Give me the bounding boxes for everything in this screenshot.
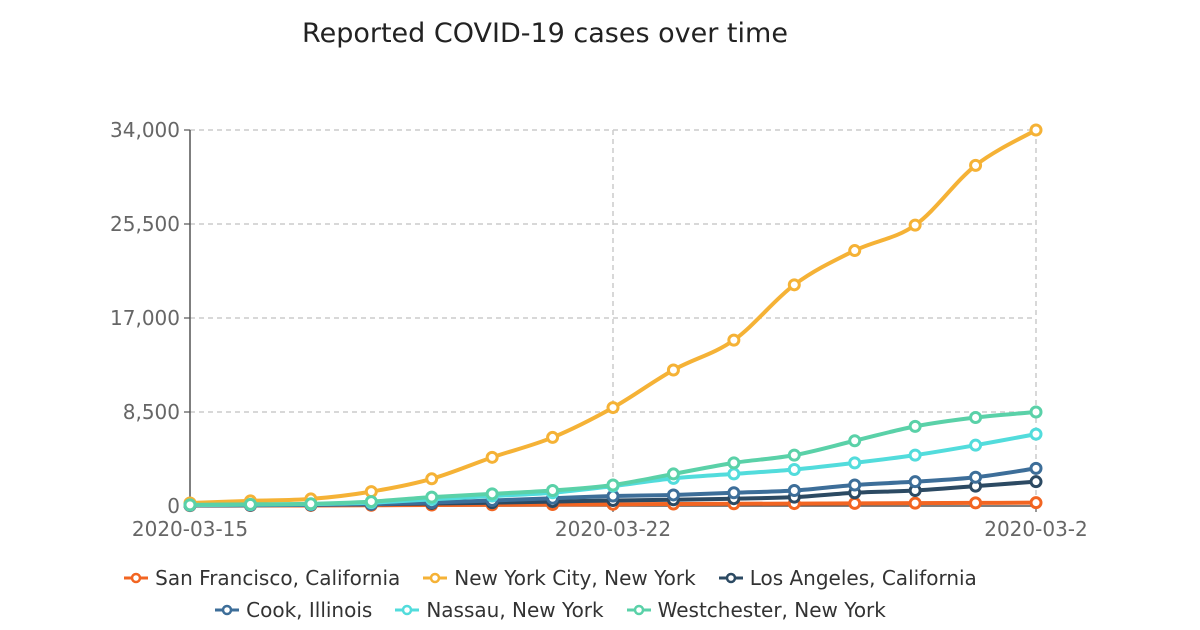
legend: San Francisco, California New York City, … — [0, 562, 1100, 626]
data-point-westchester-new-york — [425, 490, 439, 504]
data-point-westchester-new-york — [606, 478, 620, 492]
data-point-new-york-city-new-york — [969, 158, 983, 172]
legend-label: Los Angeles, California — [749, 566, 977, 590]
data-point-new-york-city-new-york — [848, 244, 862, 258]
data-point-san-francisco-california — [969, 496, 983, 510]
legend-row: San Francisco, California New York City, … — [0, 562, 1100, 594]
data-point-los-angeles-california — [1029, 475, 1043, 489]
legend-item-san-francisco-california[interactable]: San Francisco, California — [123, 566, 400, 590]
data-point-westchester-new-york — [969, 411, 983, 425]
data-point-westchester-new-york — [546, 484, 560, 498]
data-point-san-francisco-california — [908, 496, 922, 510]
data-point-nassau-new-york — [969, 438, 983, 452]
x-tick-label: 2020-03-2 — [984, 517, 1088, 541]
data-point-westchester-new-york — [1029, 405, 1043, 419]
data-point-new-york-city-new-york — [546, 430, 560, 444]
y-tick-label: 17,000 — [110, 306, 180, 330]
legend-label: Cook, Illinois — [246, 598, 373, 622]
data-point-westchester-new-york — [908, 419, 922, 433]
data-point-westchester-new-york — [304, 497, 318, 511]
data-point-nassau-new-york — [1029, 427, 1043, 441]
data-point-westchester-new-york — [183, 498, 197, 512]
y-tick-label: 34,000 — [110, 118, 180, 142]
y-tick-label: 25,500 — [110, 212, 180, 236]
y-tick-label: 0 — [167, 494, 180, 518]
legend-label: Westchester, New York — [657, 598, 886, 622]
legend-label: New York City, New York — [454, 566, 696, 590]
legend-item-nassau-new-york[interactable]: Nassau, New York — [394, 598, 604, 622]
series-line-new-york-city-new-york — [188, 128, 1038, 506]
legend-swatch-icon — [395, 604, 420, 616]
data-point-nassau-new-york — [848, 456, 862, 470]
legend-item-los-angeles-california[interactable]: Los Angeles, California — [718, 566, 977, 590]
legend-swatch-icon — [626, 604, 651, 616]
data-point-nassau-new-york — [787, 463, 801, 477]
data-point-new-york-city-new-york — [425, 472, 439, 486]
legend-swatch-icon — [124, 572, 149, 584]
data-point-new-york-city-new-york — [666, 363, 680, 377]
data-point-cook-illinois — [969, 470, 983, 484]
data-point-cook-illinois — [908, 475, 922, 489]
data-point-cook-illinois — [666, 488, 680, 502]
legend-label: Nassau, New York — [426, 598, 604, 622]
legend-item-westchester-new-york[interactable]: Westchester, New York — [626, 598, 886, 622]
data-point-westchester-new-york — [364, 495, 378, 509]
legend-row: Cook, Illinois Nassau, New York Westcheste… — [0, 594, 1100, 626]
legend-swatch-icon — [423, 572, 448, 584]
x-tick-label: 2020-03-15 — [132, 517, 248, 541]
data-point-westchester-new-york — [727, 456, 741, 470]
legend-swatch-icon — [718, 572, 743, 584]
legend-label: San Francisco, California — [155, 566, 401, 590]
data-point-new-york-city-new-york — [787, 278, 801, 292]
legend-swatch-icon — [215, 604, 240, 616]
data-point-westchester-new-york — [787, 448, 801, 462]
data-point-new-york-city-new-york — [1029, 123, 1043, 137]
data-point-westchester-new-york — [485, 487, 499, 501]
legend-item-cook-illinois[interactable]: Cook, Illinois — [214, 598, 372, 622]
data-point-new-york-city-new-york — [485, 450, 499, 464]
data-point-cook-illinois — [1029, 461, 1043, 475]
data-point-westchester-new-york — [848, 434, 862, 448]
data-point-new-york-city-new-york — [606, 401, 620, 415]
data-point-nassau-new-york — [908, 448, 922, 462]
legend-item-new-york-city-new-york[interactable]: New York City, New York — [422, 566, 696, 590]
data-point-san-francisco-california — [848, 496, 862, 510]
data-point-san-francisco-california — [1029, 496, 1043, 510]
data-point-cook-illinois — [787, 484, 801, 498]
data-point-cook-illinois — [848, 478, 862, 492]
data-point-westchester-new-york — [666, 467, 680, 481]
data-point-new-york-city-new-york — [727, 333, 741, 347]
data-point-new-york-city-new-york — [908, 218, 922, 232]
data-point-nassau-new-york — [727, 467, 741, 481]
y-tick-label: 8,500 — [123, 400, 180, 424]
data-point-cook-illinois — [727, 486, 741, 500]
chart-title: Reported COVID-19 cases over time — [302, 18, 788, 49]
data-point-westchester-new-york — [243, 497, 257, 511]
x-tick-label: 2020-03-22 — [555, 517, 671, 541]
